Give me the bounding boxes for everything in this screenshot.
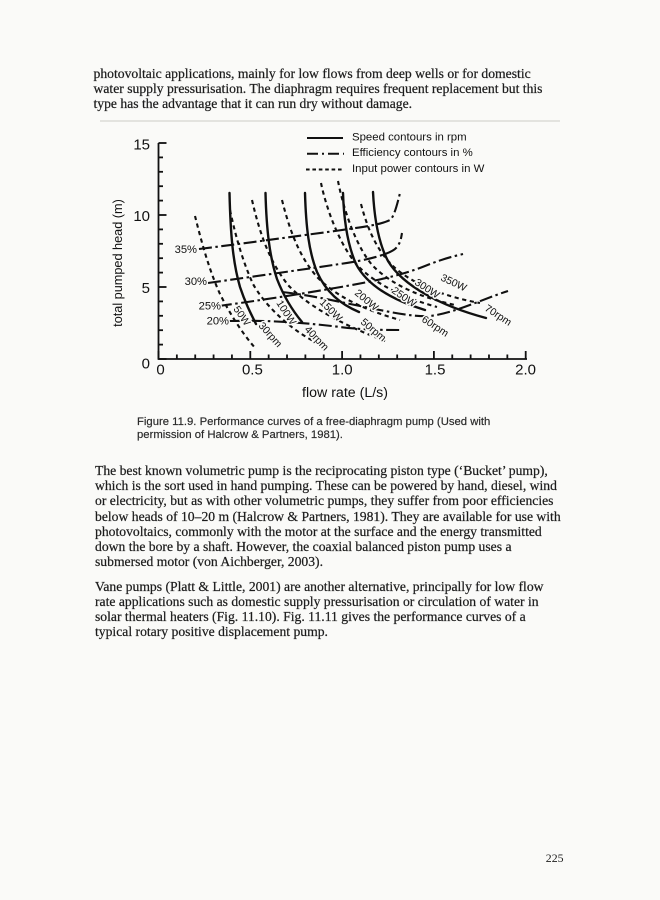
svg-text:30rpm: 30rpm xyxy=(256,321,284,350)
svg-text:30%: 30% xyxy=(185,276,207,288)
svg-text:Efficiency contours in %: Efficiency contours in % xyxy=(352,147,473,159)
svg-text:Input power contours in W: Input power contours in W xyxy=(352,163,485,175)
svg-text:60rpm: 60rpm xyxy=(419,314,450,339)
svg-text:Speed contours in rpm: Speed contours in rpm xyxy=(352,131,467,143)
svg-text:25%: 25% xyxy=(199,301,221,313)
svg-text:0: 0 xyxy=(142,355,150,372)
svg-text:1.0: 1.0 xyxy=(332,362,353,379)
svg-text:20%: 20% xyxy=(207,316,229,328)
svg-text:35%: 35% xyxy=(175,244,197,256)
svg-text:10: 10 xyxy=(133,208,150,225)
svg-text:0: 0 xyxy=(156,362,164,379)
svg-text:50rpm: 50rpm xyxy=(358,317,388,344)
svg-text:1.5: 1.5 xyxy=(425,362,446,379)
svg-text:0.5: 0.5 xyxy=(242,362,263,379)
svg-text:15: 15 xyxy=(133,136,150,153)
svg-text:40rpm: 40rpm xyxy=(302,324,330,353)
svg-text:5: 5 xyxy=(142,280,150,297)
svg-text:2.0: 2.0 xyxy=(515,362,536,379)
svg-text:70rpm: 70rpm xyxy=(482,303,513,328)
svg-text:flow rate (L/s): flow rate (L/s) xyxy=(302,385,388,401)
svg-text:total pumped head (m): total pumped head (m) xyxy=(111,199,125,327)
svg-text:350W: 350W xyxy=(439,273,468,295)
